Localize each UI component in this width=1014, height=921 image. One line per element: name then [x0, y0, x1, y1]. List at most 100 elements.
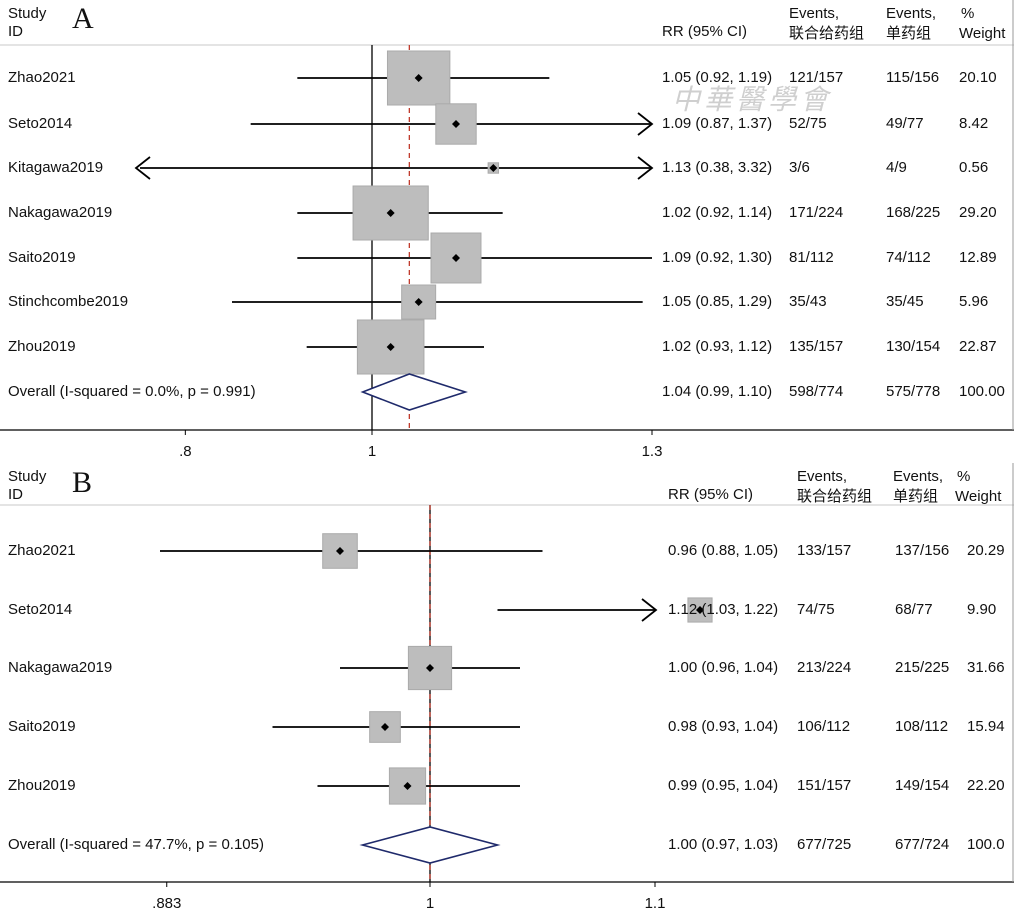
point-estimate	[452, 120, 460, 128]
ci-arrow-right	[637, 112, 654, 136]
study-id: Saito2019	[8, 718, 76, 735]
events-monotherapy: 68/77	[895, 601, 933, 618]
study-id: Stinchcombe2019	[8, 293, 129, 310]
header-id: ID	[8, 23, 23, 40]
weight-box	[430, 232, 482, 284]
overall-rr-ci: 1.04 (0.99, 1.10)	[662, 383, 773, 400]
point-estimate	[414, 298, 423, 306]
study-id: Seto2014	[8, 601, 73, 618]
events-monotherapy: 215/225	[895, 659, 950, 676]
rr-ci-value: 1.02 (0.93, 1.12)	[662, 338, 773, 355]
events-combination: 151/157	[797, 777, 852, 794]
study-id: Zhou2019	[8, 777, 76, 794]
rr-ci-value: 1.09 (0.87, 1.37)	[662, 115, 773, 132]
overall-label: Overall (I-squared = 47.7%, p = 0.105)	[8, 836, 264, 853]
events-combination: 133/157	[797, 542, 852, 559]
events-monotherapy: 4/9	[886, 159, 907, 176]
ci-arrow-right	[641, 598, 658, 622]
point-estimate	[403, 782, 412, 790]
header-rr: RR (95% CI)	[668, 486, 754, 503]
header-weight: Weight	[955, 488, 1002, 505]
events-combination: 213/224	[797, 659, 852, 676]
point-estimate	[696, 606, 704, 614]
rr-ci-value: 1.02 (0.92, 1.14)	[662, 204, 773, 221]
watermark-text: 中華醫學會	[672, 83, 833, 116]
weight-value: 12.89	[959, 249, 997, 266]
weight-value: 20.10	[959, 69, 997, 86]
x-tick-label: 1.1	[644, 895, 666, 912]
study-id: Nakagawa2019	[8, 659, 113, 676]
events-combination: 74/75	[797, 601, 835, 618]
weight-value: 20.29	[967, 542, 1005, 559]
overall-weight: 100.0	[967, 836, 1005, 853]
weight-box	[369, 711, 401, 743]
header-events-combination: Events,	[789, 5, 840, 22]
weight-value: 9.90	[967, 601, 997, 618]
study-id: Seto2014	[8, 115, 73, 132]
header-id: ID	[8, 486, 23, 503]
rr-ci-value: 1.05 (0.92, 1.19)	[662, 69, 773, 86]
events-combination: 52/75	[789, 115, 827, 132]
study-id: Nakagawa2019	[8, 204, 113, 221]
panel-letter: A	[72, 2, 94, 35]
events-monotherapy: 130/154	[886, 338, 941, 355]
events-combination: 3/6	[789, 159, 810, 176]
weight-value: 15.94	[967, 718, 1005, 735]
header-percent: %	[957, 468, 971, 485]
overall-events-monotherapy: 575/778	[886, 383, 941, 400]
events-combination: 135/157	[789, 338, 844, 355]
header-study: Study	[8, 5, 47, 22]
study-id: Zhao2021	[8, 69, 76, 86]
rr-ci-value: 1.00 (0.96, 1.04)	[668, 659, 779, 676]
events-monotherapy: 108/112	[895, 718, 949, 735]
weight-value: 31.66	[967, 659, 1005, 676]
x-tick-label: 1	[425, 895, 435, 912]
study-id: Kitagawa2019	[8, 159, 104, 176]
weight-value: 22.20	[967, 777, 1005, 794]
point-estimate	[381, 723, 389, 731]
ci-arrow-left	[134, 156, 151, 180]
x-tick-label: .8	[179, 443, 192, 460]
overall-weight: 100.00	[959, 383, 1005, 400]
events-monotherapy: 74/112	[886, 249, 931, 266]
overall-events-monotherapy: 677/724	[895, 836, 950, 853]
events-combination: 35/43	[789, 293, 827, 310]
rr-ci-value: 1.05 (0.85, 1.29)	[662, 293, 773, 310]
events-monotherapy: 35/45	[886, 293, 924, 310]
overall-rr-ci: 1.00 (0.97, 1.03)	[668, 836, 779, 853]
overall-label: Overall (I-squared = 0.0%, p = 0.991)	[8, 383, 256, 400]
overall-diamond	[359, 826, 501, 864]
rr-ci-value: 1.09 (0.92, 1.30)	[662, 249, 773, 266]
header-events-monotherapy: Events,	[886, 5, 937, 22]
point-estimate	[386, 209, 395, 217]
header-events-monotherapy: Events,	[893, 468, 944, 485]
point-estimate	[414, 74, 423, 82]
events-monotherapy: 149/154	[895, 777, 950, 794]
panel-letter: B	[72, 466, 93, 499]
header-events-combination-group: 联合给药组	[789, 25, 865, 42]
rr-ci-value: 0.98 (0.93, 1.04)	[668, 718, 779, 735]
events-combination: 106/112	[797, 718, 851, 735]
study-id: Zhao2021	[8, 542, 76, 559]
weight-value: 8.42	[959, 115, 989, 132]
point-estimate	[336, 547, 344, 555]
study-id: Zhou2019	[8, 338, 76, 355]
header-weight: Weight	[959, 25, 1006, 42]
study-id: Saito2019	[8, 249, 76, 266]
header-events-combination-group: 联合给药组	[797, 488, 873, 505]
events-monotherapy: 115/156	[886, 69, 940, 86]
header-events-monotherapy-group: 单药组	[886, 25, 932, 42]
weight-value: 5.96	[959, 293, 989, 310]
events-monotherapy: 49/77	[886, 115, 924, 132]
header-events-monotherapy-group: 单药组	[893, 488, 939, 505]
point-estimate	[426, 664, 434, 672]
events-monotherapy: 137/156	[895, 542, 950, 559]
overall-diamond	[360, 373, 468, 411]
point-estimate	[386, 343, 395, 351]
overall-events-combination: 677/725	[797, 836, 852, 853]
point-estimate	[489, 164, 498, 172]
events-combination: 81/112	[789, 249, 834, 266]
header-rr: RR (95% CI)	[662, 23, 748, 40]
point-estimate	[452, 254, 460, 262]
